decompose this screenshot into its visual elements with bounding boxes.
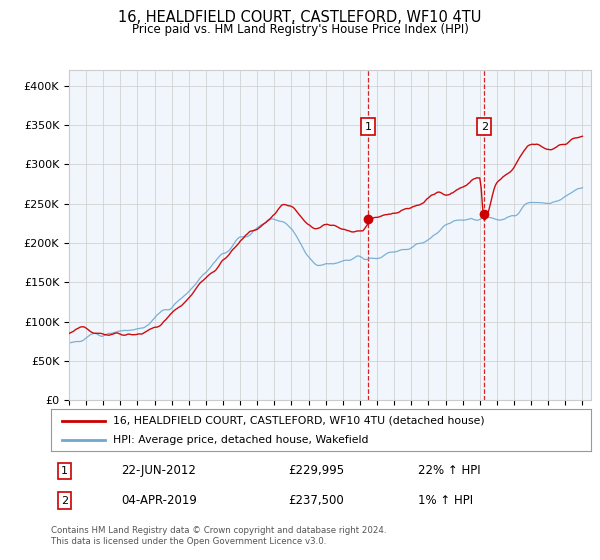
Text: £237,500: £237,500 [289,494,344,507]
Text: Contains HM Land Registry data © Crown copyright and database right 2024.
This d: Contains HM Land Registry data © Crown c… [51,526,386,546]
Text: Price paid vs. HM Land Registry's House Price Index (HPI): Price paid vs. HM Land Registry's House … [131,22,469,36]
Text: 22% ↑ HPI: 22% ↑ HPI [418,464,481,478]
Text: 04-APR-2019: 04-APR-2019 [121,494,197,507]
Text: 16, HEALDFIELD COURT, CASTLEFORD, WF10 4TU (detached house): 16, HEALDFIELD COURT, CASTLEFORD, WF10 4… [113,416,485,426]
Text: 1: 1 [364,122,371,132]
Text: 2: 2 [61,496,68,506]
Text: £229,995: £229,995 [289,464,345,478]
Text: 1% ↑ HPI: 1% ↑ HPI [418,494,473,507]
Text: 16, HEALDFIELD COURT, CASTLEFORD, WF10 4TU: 16, HEALDFIELD COURT, CASTLEFORD, WF10 4… [118,11,482,25]
Text: HPI: Average price, detached house, Wakefield: HPI: Average price, detached house, Wake… [113,435,368,445]
Text: 2: 2 [481,122,488,132]
Text: 1: 1 [61,466,68,476]
Text: 22-JUN-2012: 22-JUN-2012 [121,464,196,478]
